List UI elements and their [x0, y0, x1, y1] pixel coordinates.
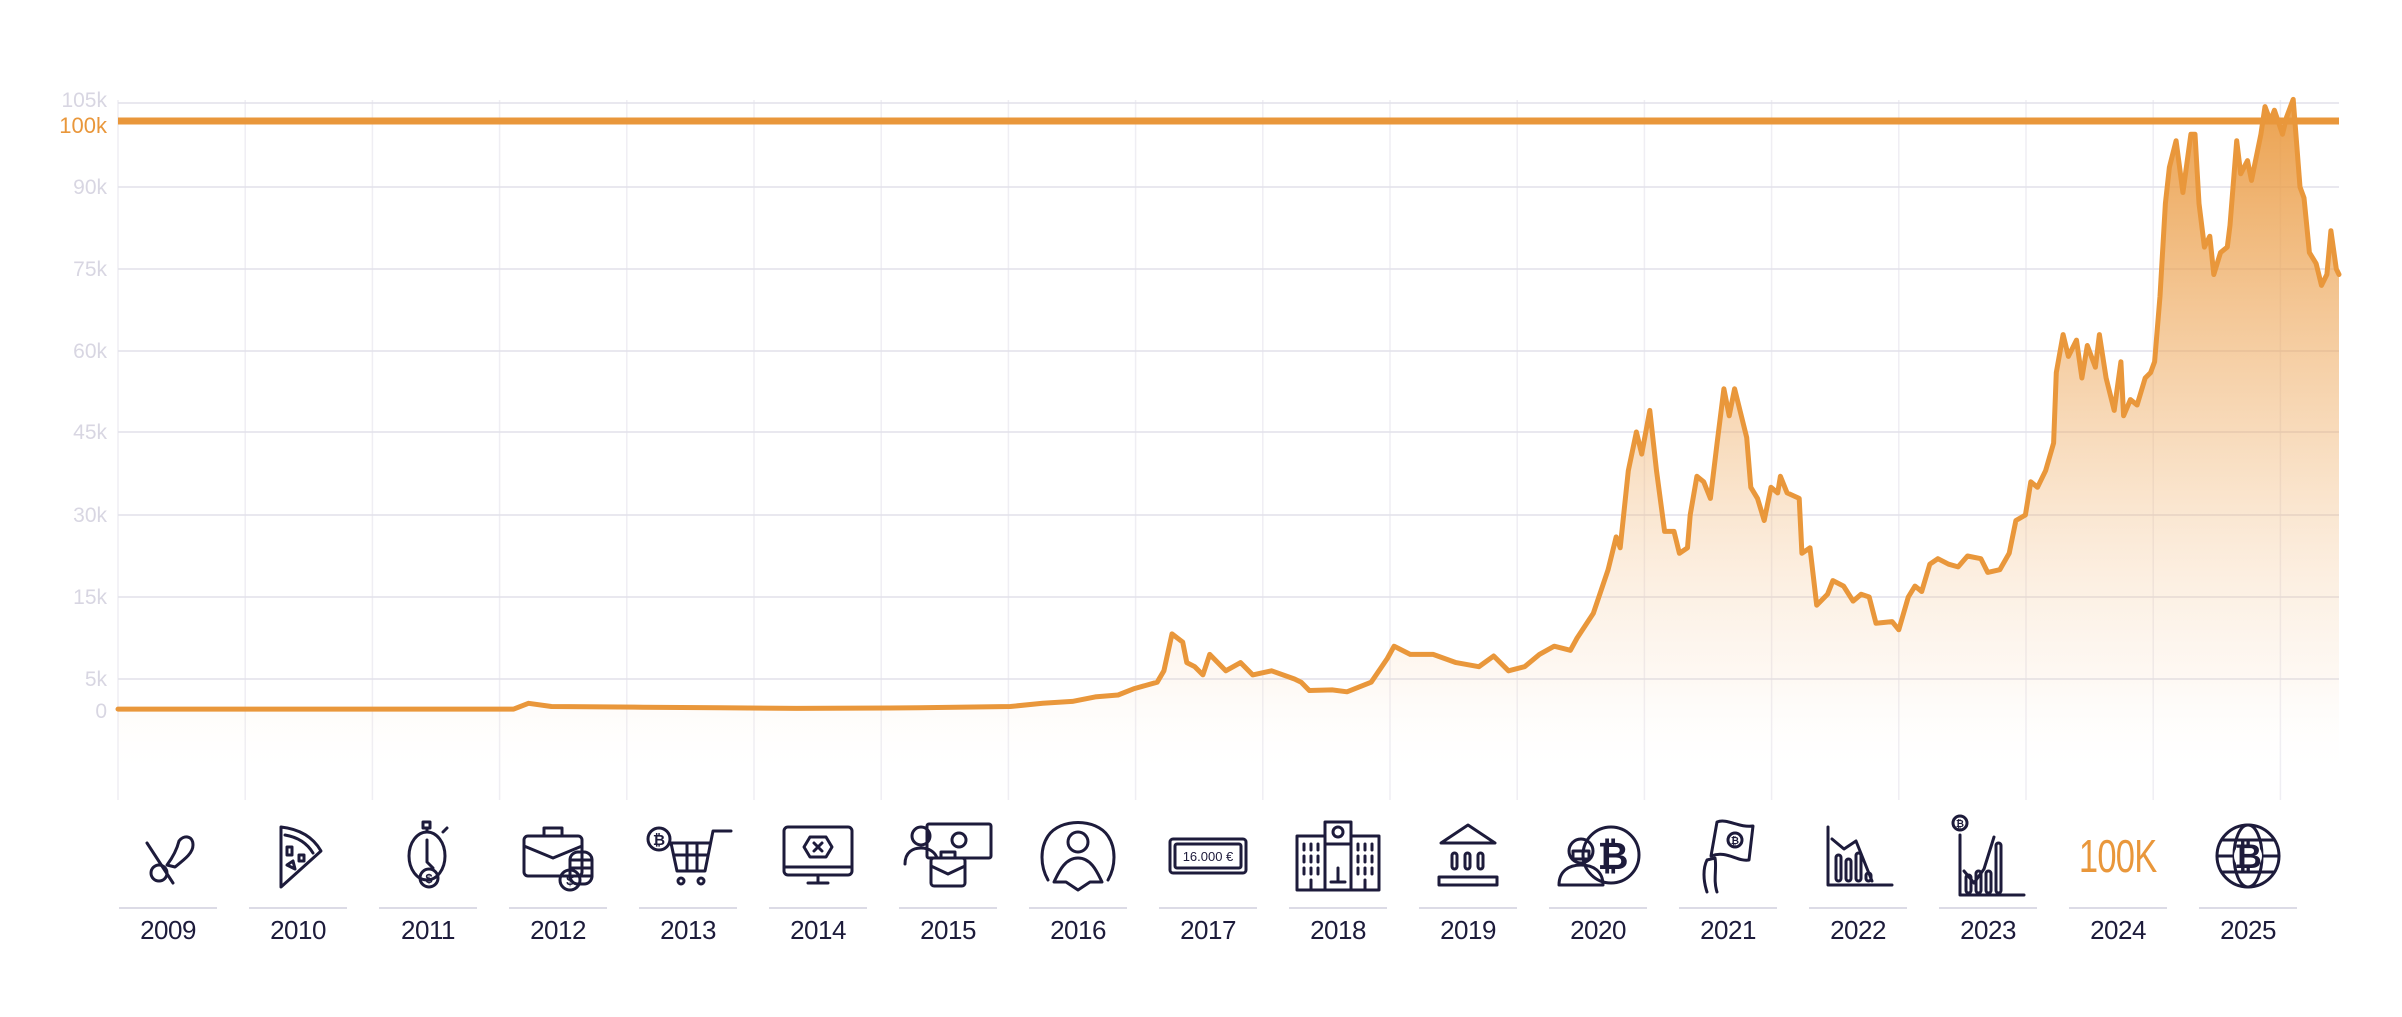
timeline-item-2020: ₿ 2020 — [1543, 815, 1653, 946]
year-label: 2018 — [1310, 915, 1366, 945]
100k-text-icon: 100K — [2063, 815, 2173, 897]
100k-badge: 100K — [2079, 830, 2157, 882]
svg-text:₿: ₿ — [1731, 835, 1739, 847]
y-tick-label: 100k — [59, 113, 108, 138]
timeline-item-2011: $ 2011 — [373, 815, 483, 946]
divider — [769, 907, 867, 909]
divider — [119, 907, 217, 909]
divider — [1679, 907, 1777, 909]
divider — [1029, 907, 1127, 909]
timeline-item-2014: 2014 — [763, 815, 873, 946]
hand-bitcoin-flag-icon: ₿ — [1673, 815, 1783, 897]
banknote-amount: 16.000 € — [1183, 849, 1234, 864]
year-label: 2010 — [270, 915, 326, 945]
y-tick-label: 0 — [95, 700, 107, 723]
svg-text:₿: ₿ — [2234, 838, 2262, 876]
horizontal-gridlines — [118, 102, 2339, 680]
year-label: 2009 — [140, 915, 196, 945]
divider — [1939, 907, 2037, 909]
svg-text:$: $ — [425, 871, 433, 886]
year-label: 2022 — [1830, 915, 1886, 945]
timeline-item-2019: 2019 — [1413, 815, 1523, 946]
government-building-icon — [1413, 815, 1523, 897]
timeline-item-2010: 2010 — [243, 815, 353, 946]
year-label: 2012 — [530, 915, 586, 945]
timeline-item-2013: ₿ 2013 — [633, 815, 743, 946]
divider — [509, 907, 607, 909]
divider — [899, 907, 997, 909]
divider — [639, 907, 737, 909]
timeline-item-2015: 2015 — [893, 815, 1003, 946]
y-tick-label: 45k — [73, 421, 107, 444]
pizza-icon — [243, 815, 353, 897]
falling-bar-chart-icon — [1803, 815, 1913, 897]
banknote-icon: 16.000 € — [1153, 815, 1263, 897]
timeline-item-2012: $ 2012 — [503, 815, 613, 946]
svg-text:₿: ₿ — [1956, 818, 1964, 830]
timeline-item-2025: ₿ 2025 — [2193, 815, 2303, 946]
year-label: 2019 — [1440, 915, 1496, 945]
svg-text:₿: ₿ — [653, 832, 665, 849]
year-label: 2025 — [2220, 915, 2276, 945]
year-label: 2017 — [1180, 915, 1236, 945]
year-label: 2020 — [1570, 915, 1626, 945]
year-label: 2015 — [920, 915, 976, 945]
bitcoin-globe-icon: ₿ — [2193, 815, 2303, 897]
price-line — [115, 96, 2342, 712]
price-area-fill — [118, 99, 2339, 780]
year-label: 2021 — [1700, 915, 1756, 945]
timeline-item-2023: ₿ 2023 — [1933, 814, 2043, 946]
timeline-item-2009: 2009 — [113, 815, 223, 946]
divider — [2199, 907, 2297, 909]
timeline-item-2022: 2022 — [1803, 815, 1913, 946]
divider — [1289, 907, 1387, 909]
user-circle-icon — [1023, 815, 1133, 897]
year-label: 2016 — [1050, 915, 1106, 945]
briefcase-coins-icon: $ — [503, 815, 613, 897]
y-tick-label: 15k — [73, 586, 107, 609]
masked-person-bitcoin-icon: ₿ — [1543, 815, 1653, 897]
svg-text:₿: ₿ — [1598, 836, 1629, 878]
svg-text:$: $ — [566, 872, 574, 888]
divider — [249, 907, 347, 909]
divider — [1809, 907, 1907, 909]
year-label: 2023 — [1960, 915, 2016, 945]
timeline-item-2017: 16.000 € 2017 — [1153, 815, 1263, 946]
year-label: 2014 — [790, 915, 846, 945]
divider — [1549, 907, 1647, 909]
y-tick-label: 60k — [73, 340, 107, 363]
bank-building-icon — [1283, 815, 1393, 897]
y-tick-label: 5k — [85, 668, 108, 691]
year-label: 2011 — [401, 915, 455, 945]
divider — [379, 907, 477, 909]
divider — [2069, 907, 2167, 909]
monitor-error-icon — [763, 815, 873, 897]
y-tick-label: 75k — [73, 258, 107, 281]
timeline-item-2021: ₿ 2021 — [1673, 815, 1783, 946]
rising-bar-chart-bitcoin-icon: ₿ — [1933, 814, 2043, 897]
timeline-item-2016: 2016 — [1023, 815, 1133, 946]
pizza-slice-crossed-icon — [113, 815, 223, 897]
year-label: 2013 — [660, 915, 716, 945]
year-label: 2024 — [2090, 915, 2146, 945]
bitcoin-shopping-cart-icon: ₿ — [633, 815, 743, 897]
person-briefcase-banknote-icon — [893, 815, 1003, 897]
timeline-item-2018: 2018 — [1283, 815, 1393, 946]
divider — [1419, 907, 1517, 909]
y-tick-label: 90k — [73, 176, 107, 199]
divider — [1159, 907, 1257, 909]
timeline-item-2024: 100K 2024 — [2063, 815, 2173, 946]
y-tick-label: 105k — [61, 89, 107, 112]
y-tick-label: 30k — [73, 504, 107, 527]
stopwatch-dollar-icon: $ — [373, 815, 483, 897]
